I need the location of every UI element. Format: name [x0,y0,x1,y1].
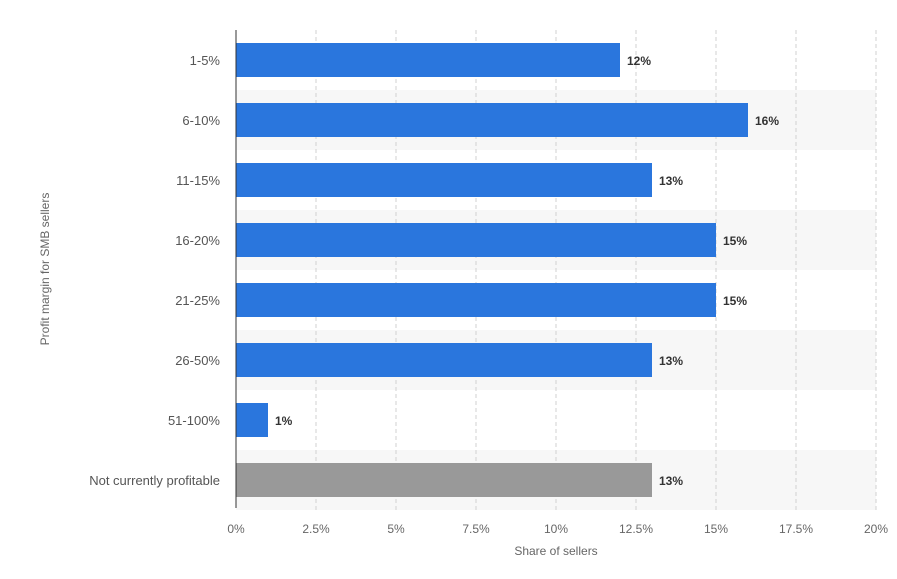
bar[interactable] [236,343,652,377]
bar-value-label: 15% [723,234,747,248]
bar-value-label: 13% [659,474,683,488]
y-category-label: 16-20% [175,233,220,248]
bar[interactable] [236,283,716,317]
bar-value-label: 13% [659,174,683,188]
x-tick-label: 7.5% [462,522,490,536]
y-axis-title: Profit margin for SMB sellers [38,193,52,346]
bar[interactable] [236,43,620,77]
x-tick-label: 10% [544,522,568,536]
bar-value-label: 16% [755,114,779,128]
x-tick-label: 15% [704,522,728,536]
y-category-label: 1-5% [190,53,221,68]
bar[interactable] [236,103,748,137]
y-category-label: 26-50% [175,353,220,368]
bar[interactable] [236,223,716,257]
x-tick-label: 17.5% [779,522,813,536]
bars [236,43,748,497]
y-category-label: Not currently profitable [89,473,220,488]
bar[interactable] [236,403,268,437]
bar-value-label: 15% [723,294,747,308]
bar-value-label: 12% [627,54,651,68]
x-tick-label: 20% [864,522,888,536]
bar[interactable] [236,463,652,497]
x-tick-label: 2.5% [302,522,330,536]
y-category-label: 11-15% [176,173,220,188]
x-tick-label: 12.5% [619,522,653,536]
y-category-label: 51-100% [168,413,220,428]
x-tick-label: 0% [227,522,245,536]
bar-value-label: 13% [659,354,683,368]
y-category-label: 21-25% [175,293,220,308]
y-category-label: 6-10% [182,113,220,128]
bar[interactable] [236,163,652,197]
labels: 0% 2.5% 5% 7.5% 10% 12.5% 15% 17.5% 20% 1-5% 12% 6-… [89,53,888,536]
bar-value-label: 1% [275,414,293,428]
x-tick-label: 5% [387,522,405,536]
x-axis-title: Share of sellers [514,544,597,558]
